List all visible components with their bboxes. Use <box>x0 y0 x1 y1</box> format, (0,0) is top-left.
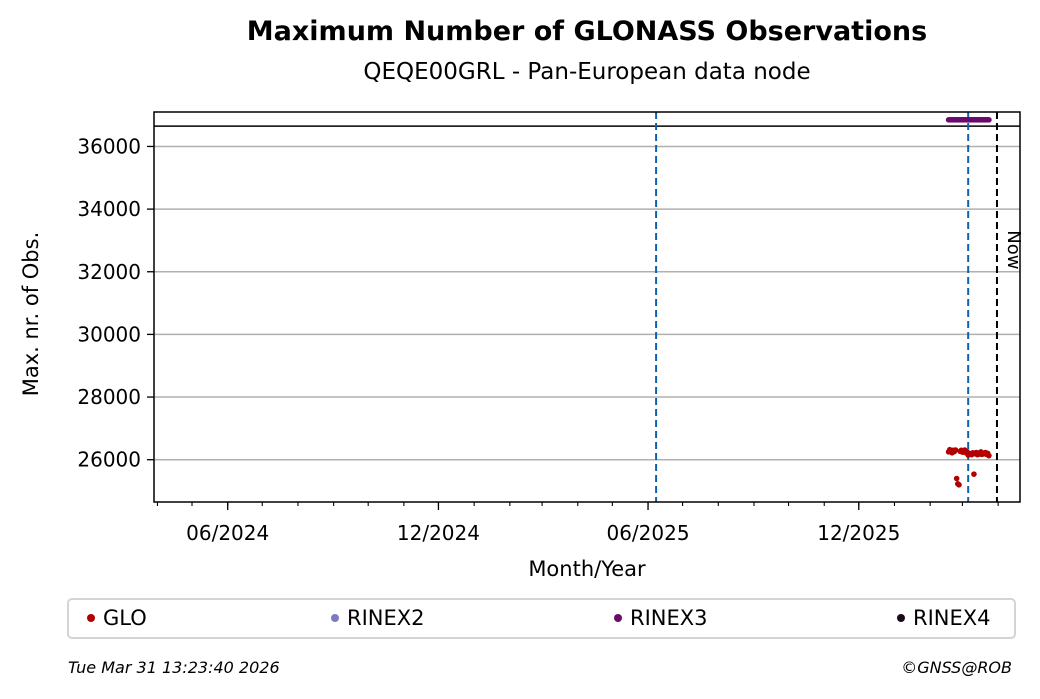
legend-item-rinex4: RINEX4 <box>897 606 991 630</box>
legend-label-glo: GLO <box>103 606 147 630</box>
y-tick-label: 32000 <box>77 260 141 284</box>
point-glo <box>956 481 962 488</box>
legend-label-rinex3: RINEX3 <box>630 606 708 630</box>
point-glo <box>986 452 992 459</box>
footer-credit: ©GNSS@ROB <box>901 658 1012 677</box>
legend-label-rinex4: RINEX4 <box>913 606 991 630</box>
point-glo <box>952 447 959 453</box>
x-tick-label: 12/2024 <box>397 521 480 545</box>
legend-item-rinex2: RINEX2 <box>331 606 425 630</box>
x-tick-label: 06/2024 <box>186 521 269 545</box>
chart-title: Maximum Number of GLONASS Observations <box>246 16 928 47</box>
y-tick-label: 36000 <box>77 134 141 158</box>
legend-marker-rinex2 <box>331 614 339 622</box>
point-glo <box>971 471 977 477</box>
y-tick-label: 26000 <box>77 448 141 472</box>
legend-marker-glo <box>87 614 95 622</box>
chart-subtitle: QEQE00GRL - Pan-European data node <box>363 59 811 85</box>
x-axis-label: Month/Year <box>528 557 646 581</box>
legend-marker-rinex3 <box>614 614 622 622</box>
point-rinex3 <box>986 117 992 123</box>
legend-item-rinex3: RINEX3 <box>614 606 708 630</box>
footer-timestamp: Tue Mar 31 13:23:40 2026 <box>68 658 280 677</box>
y-tick-label: 34000 <box>77 197 141 221</box>
plot-frame <box>153 111 1021 503</box>
now-label: Now <box>1003 230 1024 269</box>
x-tick-label: 06/2025 <box>606 521 689 545</box>
legend-marker-rinex4 <box>897 614 905 622</box>
y-axis-label: Max. nr. of Obs. <box>19 232 43 397</box>
point-glo <box>953 475 960 482</box>
x-tick-label: 12/2025 <box>817 521 900 545</box>
y-tick-label: 28000 <box>77 385 141 409</box>
legend-item-glo: GLO <box>87 606 147 630</box>
y-tick-label: 30000 <box>77 322 141 346</box>
legend-label-rinex2: RINEX2 <box>347 606 425 630</box>
legend: GLO RINEX2 RINEX3 RINEX4 <box>67 598 1016 639</box>
